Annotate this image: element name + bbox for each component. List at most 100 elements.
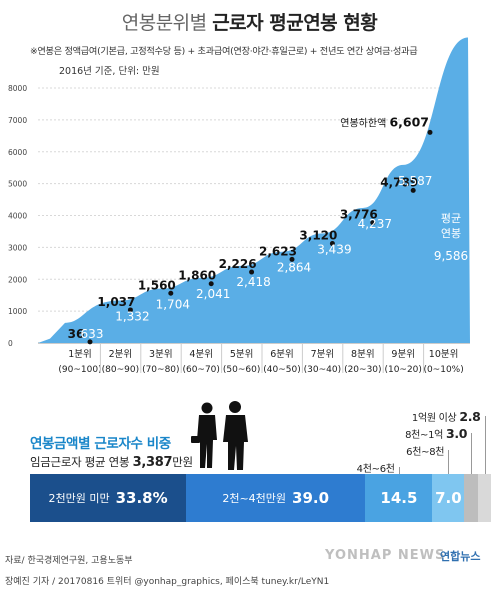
x-tick-range: (10~20) — [384, 365, 421, 375]
y-tick-label: 4000 — [8, 212, 27, 221]
title-part1: 연봉분위별 — [121, 12, 207, 34]
average-label: 1,704 — [156, 298, 190, 312]
small-segment-value: 2.8 — [459, 409, 481, 424]
average-label: 633 — [81, 327, 104, 341]
x-tick-label: 2분위 — [109, 348, 133, 360]
x-tick-range: (30~40) — [304, 365, 341, 375]
workers-figure-icon — [191, 401, 248, 470]
y-tick-label: 7000 — [8, 116, 27, 125]
average-salary-line: 임금근로자 평균 연봉 3,387만원 — [30, 454, 193, 470]
y-tick-label: 6000 — [8, 148, 27, 157]
segment-value: 39.0 — [292, 489, 330, 507]
average-label: 3,439 — [317, 242, 351, 256]
small-segment-name: 1억원 이상 — [411, 413, 460, 424]
small-segment-label: 1억원 이상 2.8 — [412, 409, 481, 424]
average-area — [38, 37, 470, 343]
lower-bound-dot — [168, 290, 174, 296]
segment-label: 2천만원 미만 — [48, 492, 110, 505]
x-tick-label: 3분위 — [149, 348, 173, 360]
leader-line — [448, 450, 450, 474]
average-label: 9,586 — [434, 249, 468, 263]
average-label: 2,041 — [196, 287, 230, 301]
distribution-segment: 7.0 — [432, 474, 465, 522]
x-tick-range: (90~100) — [58, 365, 101, 375]
small-segment-label: 8천~1억 3.0 — [405, 426, 467, 441]
lower-bound-label: 3,776 — [340, 208, 378, 222]
x-tick-range: (60~70) — [182, 365, 219, 375]
y-tick-label: 3000 — [8, 243, 27, 252]
x-tick-label: 4분위 — [189, 348, 213, 360]
distribution-segment — [464, 474, 479, 522]
x-tick-range: (20~30) — [344, 365, 381, 375]
leader-line — [471, 433, 473, 474]
lower-bound-dot — [329, 241, 335, 247]
average-series-label: 평균 — [441, 212, 461, 225]
x-tick-label: 10분위 — [429, 348, 459, 360]
distribution-segment: 2천~4천만원 39.0 — [185, 474, 366, 522]
x-tick-range: (0~10%) — [423, 365, 463, 375]
segment-value: 7.0 — [435, 489, 462, 507]
distribution-segment — [478, 474, 492, 522]
distribution-bar: 2천만원 미만 33.8% 2천~4천만원 39.0 14.5 7.0 — [30, 474, 492, 522]
x-tick-range: (40~50) — [263, 365, 300, 375]
source: 자료/ 한국경제연구원, 고용노동부 — [5, 556, 133, 566]
lower-bound-dot — [87, 339, 93, 345]
lower-bound-dot — [289, 256, 295, 262]
x-tick-range: (70~80) — [142, 365, 179, 375]
lower-bound-label: 2,623 — [259, 244, 297, 258]
credit: 장예진 기자 / 20170816 트위터 @yonhap_graphics, … — [5, 577, 330, 587]
segment-value: 14.5 — [380, 489, 418, 507]
small-segment-name: 4천~6천 — [356, 464, 395, 475]
y-tick-label: 5000 — [8, 180, 27, 189]
average-label: 2,418 — [236, 275, 270, 289]
leader-line — [398, 467, 400, 474]
average-label: 1,332 — [115, 310, 149, 324]
chart-title: 연봉분위별 근로자 평균연봉 현황 — [0, 8, 499, 35]
lower-bound-label: 3,120 — [299, 229, 337, 243]
lower-bound-label: 1,560 — [138, 278, 176, 292]
x-tick-label: 1분위 — [68, 348, 92, 360]
x-tick-range: (50~60) — [223, 365, 260, 375]
distribution-segment: 14.5 — [365, 474, 433, 522]
x-tick-label: 7분위 — [311, 348, 335, 360]
small-segment-name: 8천~1억 — [405, 430, 446, 441]
small-segment-value: 3.0 — [445, 426, 468, 441]
distribution-segment: 2천만원 미만 33.8% — [30, 474, 187, 522]
average-label: 4,237 — [358, 217, 392, 231]
x-tick-label: 6분위 — [270, 348, 294, 360]
lower-bound-dot — [410, 187, 416, 193]
lower-bound-label: 연봉하한액 6,607 — [340, 114, 429, 129]
y-tick-label: 8000 — [8, 84, 27, 93]
x-tick-range: (80~90) — [102, 365, 139, 375]
lower-bound-label: 4,789 — [380, 175, 418, 189]
x-tick-label: 5분위 — [230, 348, 254, 360]
lower-bound-label: 1,860 — [178, 269, 216, 283]
lower-bound-dot — [249, 269, 255, 275]
y-tick-label: 2000 — [8, 275, 27, 284]
segment-value: 33.8% — [115, 489, 168, 507]
x-tick-label: 9분위 — [391, 348, 415, 360]
average-series-label: 연봉 — [441, 227, 461, 240]
lower-bound-label: 1,037 — [97, 295, 135, 309]
average-label: 2,864 — [277, 261, 311, 275]
small-segment-label: 4천~6천 — [357, 460, 395, 475]
lower-bound-dot — [370, 220, 376, 226]
small-segment-name: 6천~8천 — [406, 447, 445, 458]
leader-line — [484, 416, 486, 474]
segment-label: 2천~4천만원 — [222, 492, 287, 505]
title-part2: 근로자 평균연봉 현황 — [212, 12, 378, 34]
lower-bound-label: 36 — [68, 327, 85, 341]
average-label: 5,587 — [398, 174, 432, 188]
agency-logo: 연합뉴스 — [440, 550, 481, 563]
note: ※연봉은 정액급여(기본급, 고정적수당 등) + 초과급여(연장·야간·휴일근… — [30, 46, 418, 57]
lower-bound-dot — [427, 129, 433, 135]
small-segment-label: 6천~8천 — [406, 443, 444, 458]
y-tick-label: 1000 — [8, 307, 27, 316]
average-salary-unit: 만원 — [172, 455, 193, 469]
distribution-title: 연봉금액별 근로자수 비중 — [30, 436, 171, 452]
unit-note: 2016년 기준, 단위: 만원 — [59, 66, 160, 77]
lower-bound-dot — [208, 281, 214, 287]
average-salary-value: 3,387 — [132, 455, 173, 470]
lower-bound-dot — [127, 307, 133, 313]
